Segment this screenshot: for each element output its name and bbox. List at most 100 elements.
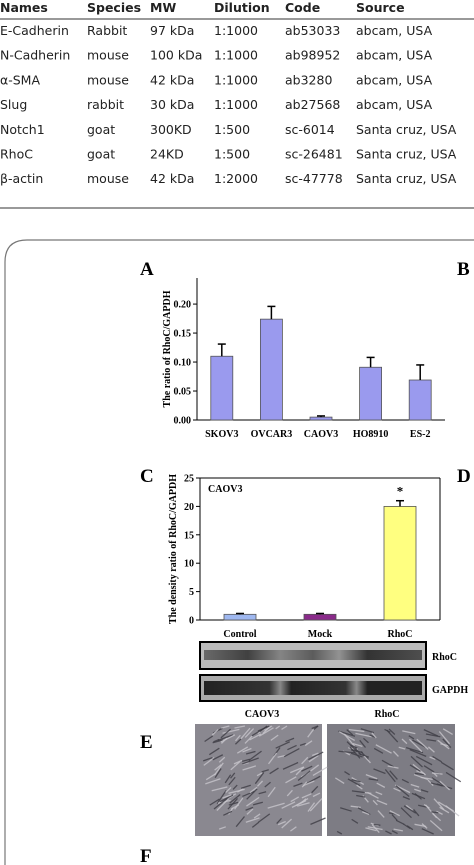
cell-streak bbox=[389, 810, 400, 817]
table-cell: Santa cruz, USA bbox=[356, 122, 457, 137]
bar bbox=[223, 613, 257, 621]
cell-streak bbox=[258, 791, 267, 795]
cell-streak bbox=[233, 759, 243, 765]
cell-streak bbox=[211, 728, 219, 736]
cell-streak bbox=[376, 782, 386, 788]
cell-streak bbox=[211, 786, 228, 792]
x-tick-label: ES-2 bbox=[410, 429, 431, 440]
bar bbox=[259, 318, 283, 421]
cell-streak bbox=[262, 725, 271, 734]
cell-streak bbox=[218, 826, 226, 830]
y-tick-label: 0.15 bbox=[174, 329, 192, 340]
table-cell: Santa cruz, USA bbox=[356, 147, 457, 162]
cell-streak bbox=[240, 727, 251, 740]
cell-streak bbox=[236, 746, 249, 754]
cell-streak bbox=[241, 757, 259, 765]
cell-streak bbox=[346, 741, 358, 753]
panel-letter: C bbox=[140, 466, 154, 487]
y-tick-label: 0.05 bbox=[174, 387, 192, 398]
cell-streak bbox=[311, 752, 319, 757]
cell-streak bbox=[237, 788, 244, 793]
y-tick-label: 25 bbox=[184, 474, 194, 485]
cell-streak bbox=[220, 728, 232, 739]
cell-streak bbox=[253, 813, 261, 819]
cell-streak bbox=[375, 791, 383, 796]
cell-streak bbox=[204, 735, 214, 743]
cell-streak bbox=[440, 743, 450, 747]
cell-streak bbox=[334, 777, 345, 784]
panel-letter: F bbox=[140, 846, 152, 865]
cell-streak bbox=[423, 729, 438, 737]
bar bbox=[210, 355, 234, 421]
cell-streak bbox=[256, 772, 263, 777]
cell-streak bbox=[307, 728, 315, 738]
cell-streak bbox=[402, 730, 416, 735]
cell-streak bbox=[409, 764, 421, 772]
cell-streak bbox=[276, 817, 283, 825]
cell-streak bbox=[363, 737, 369, 744]
table-cell: ab53033 bbox=[285, 23, 340, 38]
cell-streak bbox=[431, 772, 443, 775]
cell-streak bbox=[222, 728, 240, 734]
table-cell: ab27568 bbox=[285, 97, 340, 112]
table-cell: sc-26481 bbox=[285, 147, 343, 162]
cell-streak bbox=[202, 756, 213, 762]
cell-streak bbox=[391, 813, 398, 821]
cell-streak bbox=[442, 728, 453, 735]
cell-streak bbox=[290, 766, 304, 774]
cell-streak bbox=[307, 802, 316, 812]
table-cell: 1:1000 bbox=[214, 23, 258, 38]
cell-streak bbox=[310, 817, 326, 825]
y-tick-label: 15 bbox=[184, 530, 194, 541]
cell-streak bbox=[391, 830, 398, 835]
table-cell: 1:500 bbox=[214, 147, 250, 162]
x-tick-label: RhoC bbox=[387, 629, 412, 640]
cell-streak bbox=[356, 784, 363, 790]
cell-streak bbox=[381, 759, 395, 768]
y-tick-label: 20 bbox=[184, 502, 194, 513]
cell-streak bbox=[344, 770, 350, 776]
cell-streak bbox=[269, 767, 279, 775]
cell-streak bbox=[375, 744, 392, 754]
cell-streak bbox=[393, 828, 403, 832]
cell-streak bbox=[371, 824, 380, 834]
cell-streak bbox=[403, 823, 411, 830]
cell-streak bbox=[410, 755, 423, 768]
cell-streak bbox=[252, 801, 263, 806]
cell-streak bbox=[218, 756, 226, 763]
cell-streak bbox=[287, 744, 297, 751]
cell-streak bbox=[368, 778, 379, 781]
cell-streak bbox=[217, 799, 231, 804]
cell-streak bbox=[362, 811, 370, 816]
cell-streak bbox=[427, 746, 435, 753]
cell-streak bbox=[429, 819, 443, 832]
cell-streak bbox=[336, 830, 343, 835]
cell-streak bbox=[421, 828, 434, 835]
annotation: CAOV3 bbox=[208, 484, 242, 495]
table-cell: mouse bbox=[87, 48, 129, 63]
cell-streak bbox=[291, 800, 307, 808]
cell-streak bbox=[249, 733, 262, 741]
cell-streak bbox=[418, 804, 427, 808]
cell-streak bbox=[212, 754, 224, 761]
cell-streak bbox=[285, 776, 297, 784]
cell-streak bbox=[408, 735, 415, 740]
cell-streak bbox=[340, 807, 352, 812]
cell-streak bbox=[400, 807, 412, 819]
cell-streak bbox=[258, 727, 274, 737]
cell-streak bbox=[433, 798, 445, 810]
cell-streak bbox=[296, 802, 310, 807]
cell-streak bbox=[365, 827, 377, 832]
cell-streak bbox=[423, 803, 430, 809]
cell-streak bbox=[389, 770, 398, 780]
cell-streak bbox=[373, 747, 384, 754]
x-tick-label: Mock bbox=[308, 629, 333, 640]
cell-streak bbox=[346, 729, 354, 736]
cell-streak bbox=[351, 778, 361, 783]
table-cell: 30 kDa bbox=[150, 97, 194, 112]
table-cell: sc-6014 bbox=[285, 122, 335, 137]
cell-streak bbox=[425, 733, 441, 738]
table-cell: 42 kDa bbox=[150, 72, 194, 87]
table-cell: 1:2000 bbox=[214, 171, 258, 186]
